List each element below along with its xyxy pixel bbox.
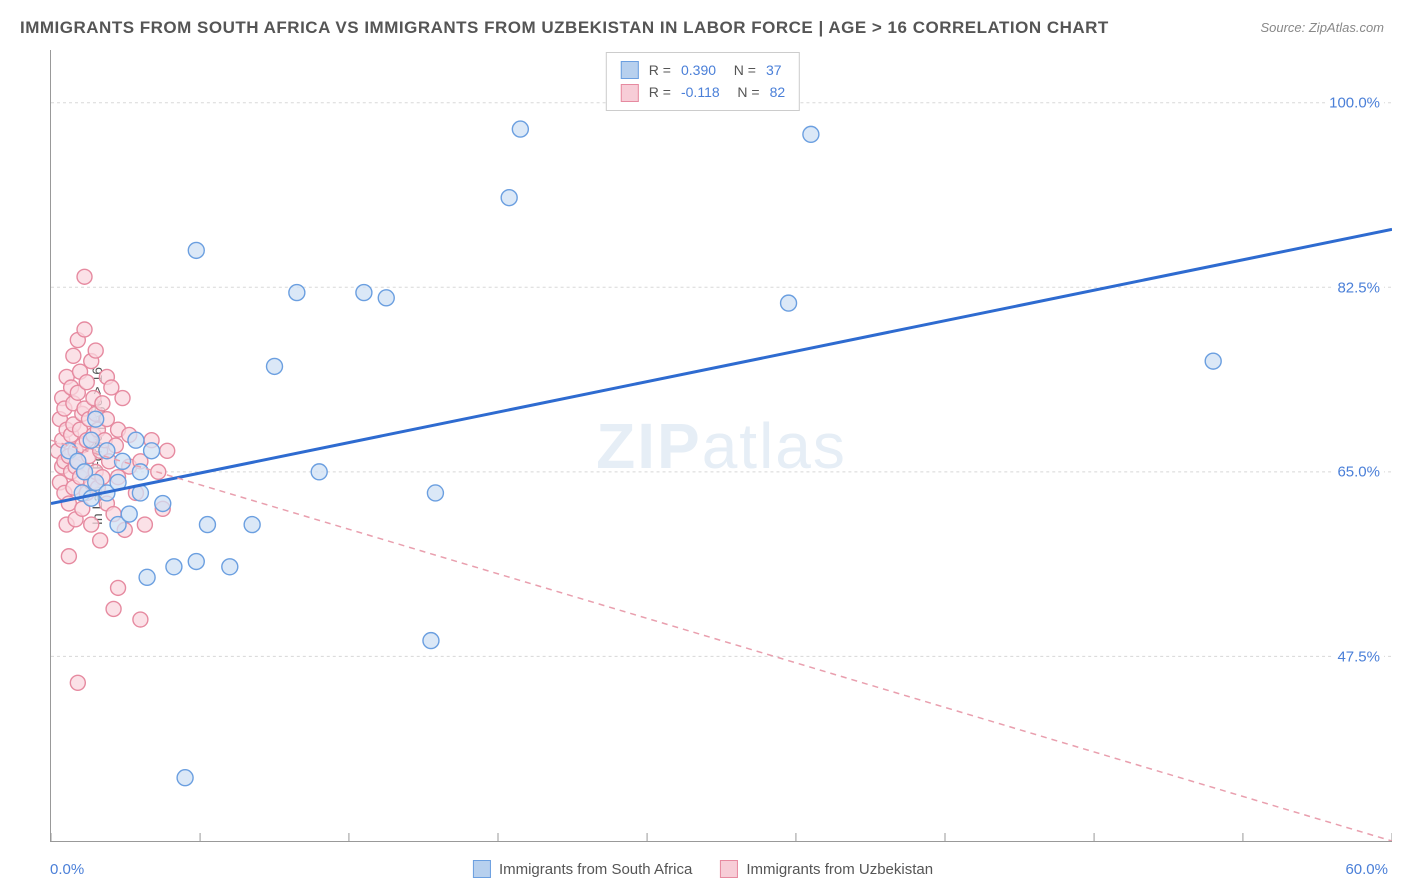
r-value: 0.390 xyxy=(681,59,716,81)
n-value: 37 xyxy=(766,59,782,81)
legend-item-south_africa: Immigrants from South Africa xyxy=(473,860,692,878)
y-tick-label: 100.0% xyxy=(1325,94,1384,111)
n-value: 82 xyxy=(770,81,786,103)
r-value: -0.118 xyxy=(681,81,720,103)
source-attribution: Source: ZipAtlas.com xyxy=(1260,20,1384,35)
y-tick-label: 47.5% xyxy=(1333,649,1384,666)
stats-row-uzbekistan: R = -0.118 N = 82 xyxy=(621,81,785,103)
correlation-chart: IMMIGRANTS FROM SOUTH AFRICA VS IMMIGRAN… xyxy=(0,0,1406,892)
legend-swatch-south_africa xyxy=(473,860,491,878)
chart-title: IMMIGRANTS FROM SOUTH AFRICA VS IMMIGRAN… xyxy=(20,18,1109,38)
swatch-south_africa xyxy=(621,61,639,79)
legend-swatch-uzbekistan xyxy=(720,860,738,878)
stats-row-south_africa: R = 0.390 N = 37 xyxy=(621,59,785,81)
legend-label: Immigrants from Uzbekistan xyxy=(746,861,933,878)
series-legend: Immigrants from South Africa Immigrants f… xyxy=(473,860,933,878)
x-axis-start-label: 0.0% xyxy=(50,861,84,878)
x-axis-end-label: 60.0% xyxy=(1345,861,1388,878)
stats-legend: R = 0.390 N = 37R = -0.118 N = 82 xyxy=(606,52,800,111)
swatch-uzbekistan xyxy=(621,84,639,102)
n-label: N = xyxy=(726,59,756,81)
plot-area: ZIPatlas xyxy=(50,50,1392,842)
legend-label: Immigrants from South Africa xyxy=(499,861,692,878)
plot-svg xyxy=(51,50,1392,841)
y-tick-label: 65.0% xyxy=(1333,464,1384,481)
legend-item-uzbekistan: Immigrants from Uzbekistan xyxy=(720,860,933,878)
n-label: N = xyxy=(730,81,760,103)
y-tick-label: 82.5% xyxy=(1333,279,1384,296)
r-label: R = xyxy=(649,59,671,81)
r-label: R = xyxy=(649,81,671,103)
